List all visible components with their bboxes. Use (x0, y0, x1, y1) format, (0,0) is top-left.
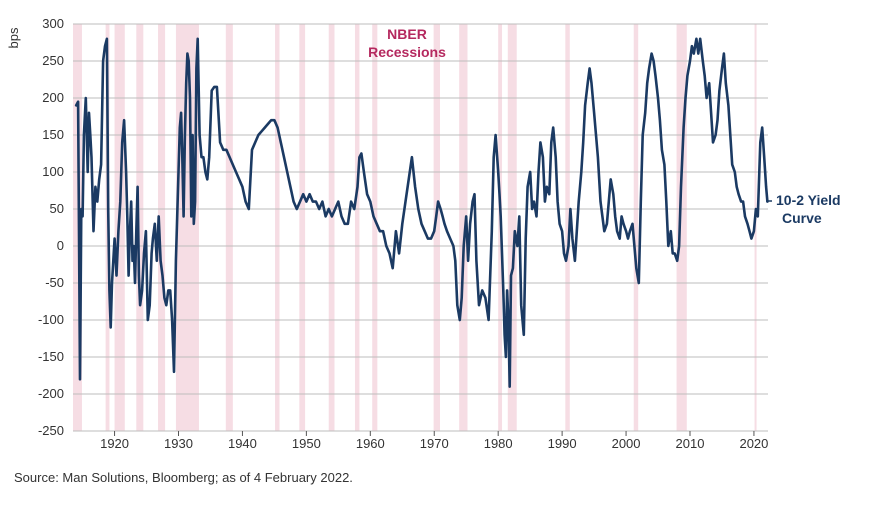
y-tick--200: -200 (38, 386, 64, 401)
recession-label-line2: Recessions (368, 44, 446, 60)
x-tick-2010: 2010 (676, 436, 705, 451)
x-tick-labels: 1920 1930 1940 1950 1960 1970 1980 1990 2000 2010… (100, 431, 768, 451)
recession-band-3 (136, 24, 144, 431)
recession-band-6 (225, 24, 233, 431)
x-tick-1920: 1920 (100, 436, 129, 451)
y-tick--50: -50 (45, 275, 64, 290)
recession-label-line1: NBER (387, 26, 427, 42)
recession-band-8 (299, 24, 306, 431)
y-tick--250: -250 (38, 423, 64, 438)
recession-band-18 (676, 24, 687, 431)
y-tick-300: 300 (42, 16, 64, 31)
series-line-0 (74, 37, 769, 388)
series-label-line1: 10-2 Yield (776, 192, 841, 208)
x-tick-1980: 1980 (484, 436, 513, 451)
x-tick-1930: 1930 (164, 436, 193, 451)
y-tick-labels: 300 250 200 150 100 50 0 -50 -100 -150 -200 -250 (38, 16, 64, 438)
x-tick-1960: 1960 (356, 436, 385, 451)
x-tick-2020: 2020 (739, 436, 768, 451)
gridlines (73, 23, 768, 432)
recession-band-10 (354, 24, 360, 431)
y-tick-200: 200 (42, 90, 64, 105)
y-tick--150: -150 (38, 349, 64, 364)
series-label-line2: Curve (782, 210, 822, 226)
x-tick-1970: 1970 (420, 436, 449, 451)
x-tick-1940: 1940 (228, 436, 257, 451)
y-tick-150: 150 (42, 127, 64, 142)
recession-band-16 (565, 24, 570, 431)
recession-band-12 (433, 24, 441, 431)
recession-band-7 (275, 24, 280, 431)
recession-band-0 (73, 24, 82, 431)
recession-band-19 (754, 24, 757, 431)
recession-band-13 (459, 24, 468, 431)
x-tick-1950: 1950 (292, 436, 321, 451)
recession-band-15 (507, 24, 517, 431)
recession-band-17 (633, 24, 639, 431)
x-tick-1990: 1990 (548, 436, 577, 451)
yield-curve-chart: 300 250 200 150 100 50 0 -50 -100 -150 -200 -250 19… (6, 16, 841, 451)
series-lines (74, 37, 769, 388)
recession-band-9 (328, 24, 335, 431)
y-axis-label: bps (6, 27, 21, 48)
y-tick-100: 100 (42, 164, 64, 179)
y-tick--100: -100 (38, 312, 64, 327)
recession-bands (73, 24, 757, 431)
y-tick-50: 50 (50, 201, 64, 216)
y-tick-250: 250 (42, 53, 64, 68)
source-note: Source: Man Solutions, Bloomberg; as of … (14, 470, 353, 485)
x-tick-2000: 2000 (612, 436, 641, 451)
recession-band-4 (158, 24, 166, 431)
recession-band-11 (372, 24, 378, 431)
y-tick-0: 0 (57, 238, 64, 253)
